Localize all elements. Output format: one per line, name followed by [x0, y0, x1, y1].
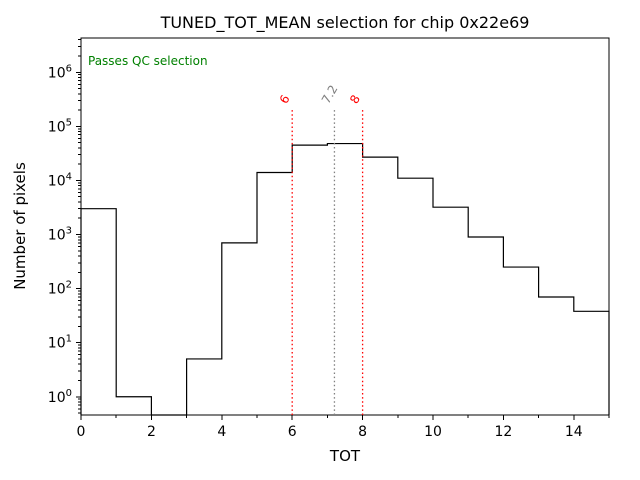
- x-tick-label-0: 0: [77, 424, 86, 440]
- y-tick-label-1e5: 105: [48, 117, 72, 135]
- qc-annotation: Passes QC selection: [88, 54, 208, 68]
- x-tick-label-14: 14: [565, 424, 583, 440]
- x-tick-label-6: 6: [288, 424, 297, 440]
- x-axis-label: TOT: [329, 447, 361, 465]
- x-tick-label-8: 8: [358, 424, 367, 440]
- y-tick-label-1e1: 101: [48, 334, 72, 352]
- y-axis-ticks: 100 101 102 103 104 105 106: [48, 39, 81, 414]
- y-tick-label-1e6: 106: [48, 63, 72, 81]
- histogram-step-line: [80, 142, 610, 416]
- y-tick-label-1e0: 100: [48, 388, 72, 406]
- x-tick-label-10: 10: [424, 424, 442, 440]
- plot-frame: [80, 37, 610, 416]
- x-tick-label-4: 4: [217, 424, 226, 440]
- x-tick-label-2: 2: [147, 424, 156, 440]
- y-tick-label-1e3: 103: [48, 226, 72, 244]
- vline-label-7.2: 7.2: [319, 83, 341, 107]
- y-tick-label-1e2: 102: [48, 280, 72, 298]
- y-axis-label: Number of pixels: [11, 162, 29, 290]
- x-axis-ticks: 0 2 4 6 8 10 12 14: [77, 415, 610, 440]
- vline-label-8: 8: [347, 93, 363, 107]
- y-tick-label-1e4: 104: [48, 171, 72, 189]
- x-tick-label-12: 12: [494, 424, 512, 440]
- chart-title: TUNED_TOT_MEAN selection for chip 0x22e6…: [160, 13, 530, 32]
- vline-label-6: 6: [277, 93, 293, 107]
